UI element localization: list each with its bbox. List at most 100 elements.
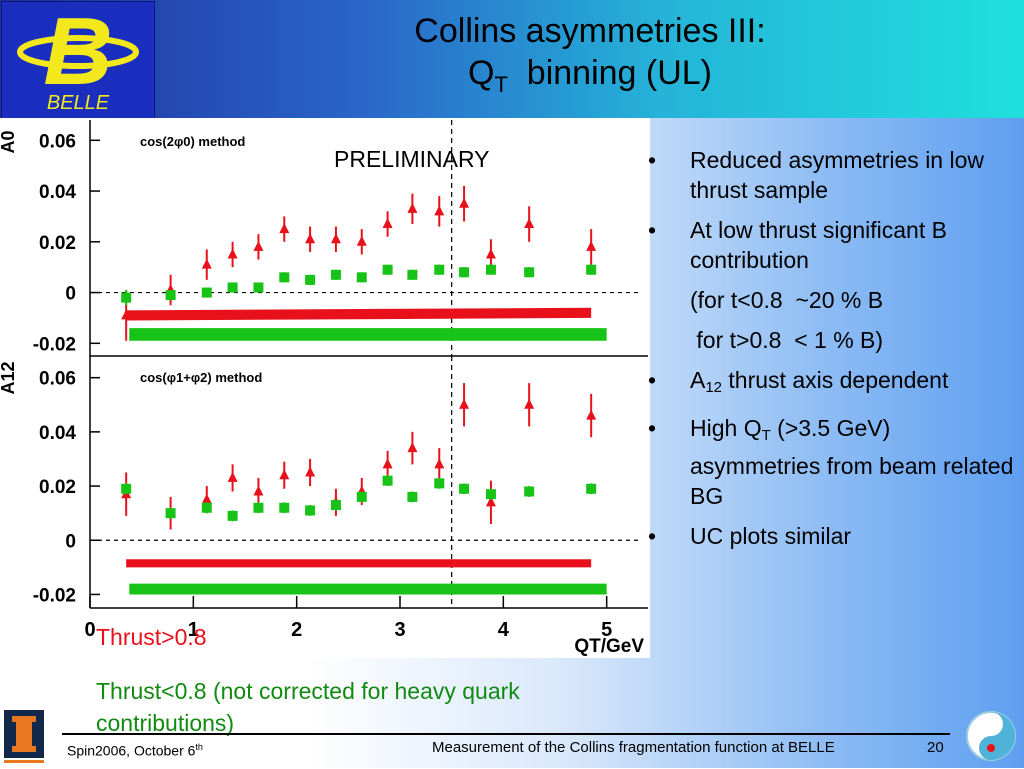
data-point-square: [356, 272, 367, 283]
x-tick-label: 0: [84, 619, 95, 641]
data-point-square: [227, 282, 238, 293]
page-number: 20: [927, 739, 944, 756]
method-label: cos(2φ0) method: [140, 134, 245, 149]
data-point-square: [165, 290, 176, 301]
data-point-square: [305, 505, 316, 516]
data-point-square: [121, 483, 132, 494]
data-point-square: [330, 500, 341, 511]
slide-title: Collins asymmetries III: QT binning (UL): [160, 10, 1020, 106]
data-point-triangle: [459, 197, 470, 208]
bullet-subline: for t>0.8 < 1 % B): [690, 327, 884, 353]
data-point-triangle: [356, 235, 367, 246]
data-point-square: [253, 282, 264, 293]
bullet-item: • High QT (>3.5 GeV) asymmetries from bea…: [648, 415, 1014, 509]
bullet-item: • A12 thrust axis dependent: [648, 367, 949, 396]
footer-talk-title: Measurement of the Collins fragmentation…: [432, 739, 835, 756]
data-point-square: [485, 264, 496, 275]
data-point-square: [227, 510, 238, 521]
data-point-square: [485, 489, 496, 500]
y-tick-label: -0.02: [33, 334, 76, 355]
data-point-triangle: [407, 202, 418, 213]
x-tick-label: 2: [291, 619, 302, 641]
method-label: cos(φ1+φ2) method: [140, 370, 262, 385]
y-tick-label: 0.04: [39, 182, 76, 203]
data-point-triangle: [382, 218, 393, 229]
systematic-band: [129, 583, 607, 595]
bullet-item: • Reduced asymmetries in low thrust sampl…: [648, 147, 985, 203]
data-point-triangle: [485, 248, 496, 259]
footer-conference: Spin2006, October 6th: [67, 742, 203, 759]
data-point-triangle: [434, 205, 445, 216]
data-point-square: [201, 287, 212, 298]
data-point-triangle: [434, 458, 445, 469]
data-point-square: [279, 502, 290, 513]
data-point-square: [201, 502, 212, 513]
belle-logo-letter: B: [43, 2, 112, 105]
data-point-square: [524, 486, 535, 497]
title-line-1: Collins asymmetries III:: [414, 12, 766, 50]
bullet-list: • Reduced asymmetries in low thrust sampl…: [648, 145, 1020, 561]
kek-logo-icon: [965, 708, 1017, 764]
data-point-square: [253, 502, 264, 513]
x-tick-label: 5: [601, 619, 612, 641]
data-point-square: [407, 269, 418, 280]
x-tick-label: 3: [394, 619, 405, 641]
y-tick-label: 0: [65, 284, 76, 305]
data-point-triangle: [227, 471, 238, 482]
data-point-square: [356, 491, 367, 502]
data-point-square: [407, 491, 418, 502]
systematic-band: [129, 328, 607, 341]
data-point-triangle: [279, 223, 290, 234]
data-point-square: [586, 483, 597, 494]
data-point-square: [165, 508, 176, 519]
data-point-square: [459, 267, 470, 278]
data-point-triangle: [524, 218, 535, 229]
title-line-2: QT binning (UL): [467, 54, 712, 97]
data-point-triangle: [586, 240, 597, 251]
data-point-square: [305, 274, 316, 285]
data-point-triangle: [227, 248, 238, 259]
data-point-square: [330, 269, 341, 280]
data-point-square: [586, 264, 597, 275]
data-point-square: [382, 475, 393, 486]
y-tick-label: 0: [65, 531, 76, 552]
y-tick-label: 0.06: [39, 131, 76, 152]
legend-thrust-low: Thrust<0.8 (not corrected for heavy quar…: [96, 678, 520, 736]
chart-area: 0.06 0.04 0.02 0 -0.02 A0 cos(2φ0) method 0.06 0…: [0, 118, 650, 658]
data-point-triangle: [201, 493, 212, 504]
systematic-band: [126, 307, 592, 321]
y-axis-label: A0: [0, 130, 18, 153]
y-tick-label: 0.02: [39, 477, 76, 498]
data-point-square: [459, 483, 470, 494]
bullet-item: • UC plots similar: [648, 523, 852, 549]
data-point-square: [434, 264, 445, 275]
data-point-triangle: [305, 466, 316, 477]
data-point-triangle: [279, 469, 290, 480]
data-point-triangle: [121, 309, 132, 320]
systematic-band: [126, 559, 592, 568]
data-point-square: [279, 272, 290, 283]
data-point-triangle: [586, 409, 597, 420]
title-bar: [0, 0, 1024, 118]
bullet-subline: (for t<0.8 ~20 % B: [690, 287, 884, 313]
data-point-triangle: [330, 233, 341, 244]
data-point-triangle: [485, 496, 496, 507]
preliminary-label: PRELIMINARY: [334, 146, 490, 172]
y-tick-label: -0.02: [33, 585, 76, 606]
data-point-triangle: [253, 240, 264, 251]
legend-thrust-high: Thrust>0.8: [96, 624, 207, 650]
data-point-triangle: [253, 485, 264, 496]
data-point-square: [121, 292, 132, 303]
belle-logo: B BELLE: [1, 0, 155, 119]
illinois-logo-icon: [4, 710, 44, 764]
data-point-triangle: [382, 458, 393, 469]
data-point-square: [524, 267, 535, 278]
collins-asymmetry-chart: 0.06 0.04 0.02 0 -0.02 A0 cos(2φ0) method 0.06 0…: [0, 120, 648, 657]
y-tick-label: 0.02: [39, 233, 76, 254]
data-point-triangle: [459, 398, 470, 409]
y-tick-label: 0.06: [39, 369, 76, 390]
data-point-triangle: [524, 398, 535, 409]
x-axis-label: QT/GeV: [574, 636, 644, 657]
data-point-square: [434, 478, 445, 489]
bullet-item: • At low thrust significant B contributio…: [648, 217, 947, 273]
